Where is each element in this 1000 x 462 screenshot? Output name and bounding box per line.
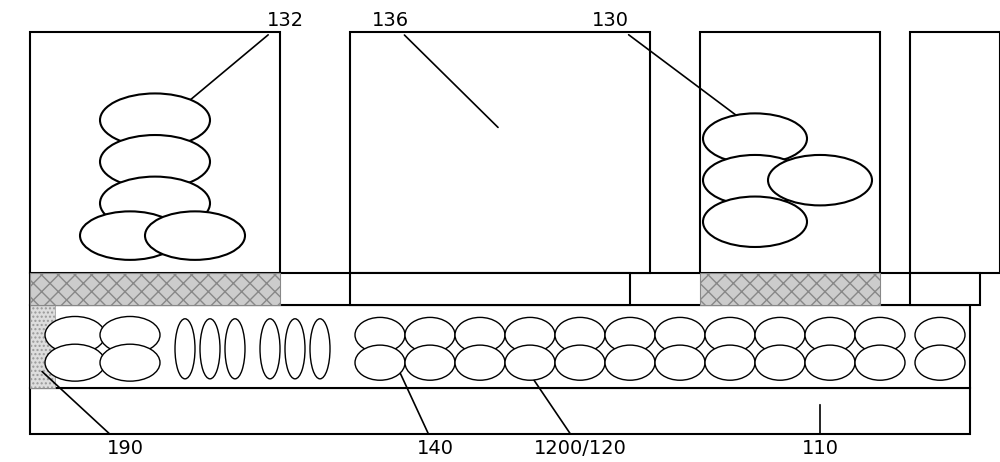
Ellipse shape	[455, 317, 505, 353]
Bar	[350, 273, 630, 305]
Bar	[30, 388, 970, 434]
Ellipse shape	[100, 176, 210, 230]
Ellipse shape	[915, 317, 965, 353]
Bar	[350, 32, 650, 273]
Ellipse shape	[915, 345, 965, 380]
Ellipse shape	[175, 319, 195, 379]
Ellipse shape	[455, 345, 505, 380]
Ellipse shape	[703, 113, 807, 164]
Text: 132: 132	[157, 11, 304, 128]
Ellipse shape	[605, 345, 655, 380]
Ellipse shape	[705, 317, 755, 353]
Ellipse shape	[703, 196, 807, 247]
Ellipse shape	[805, 317, 855, 353]
Bar	[30, 273, 280, 305]
Ellipse shape	[100, 93, 210, 147]
Ellipse shape	[260, 319, 280, 379]
Ellipse shape	[505, 317, 555, 353]
Ellipse shape	[755, 345, 805, 380]
Text: 190: 190	[42, 371, 144, 458]
Text: 110: 110	[802, 405, 838, 458]
Bar	[700, 273, 880, 305]
Ellipse shape	[768, 155, 872, 206]
Text: 136: 136	[371, 11, 498, 128]
Text: 140: 140	[391, 353, 454, 458]
Text: 1200/120: 1200/120	[532, 377, 626, 458]
Ellipse shape	[285, 319, 305, 379]
Ellipse shape	[355, 317, 405, 353]
Ellipse shape	[145, 212, 245, 260]
Ellipse shape	[705, 345, 755, 380]
Ellipse shape	[45, 344, 105, 381]
Ellipse shape	[45, 316, 105, 353]
Bar	[910, 32, 1000, 273]
Bar	[30, 273, 970, 305]
Ellipse shape	[310, 319, 330, 379]
Ellipse shape	[100, 316, 160, 353]
Ellipse shape	[80, 212, 180, 260]
Ellipse shape	[505, 345, 555, 380]
Ellipse shape	[100, 344, 160, 381]
Ellipse shape	[655, 345, 705, 380]
Ellipse shape	[355, 345, 405, 380]
Ellipse shape	[200, 319, 220, 379]
Text: 130: 130	[592, 11, 753, 128]
Ellipse shape	[755, 317, 805, 353]
Ellipse shape	[855, 345, 905, 380]
Bar	[30, 305, 55, 388]
Ellipse shape	[655, 317, 705, 353]
Ellipse shape	[225, 319, 245, 379]
Bar	[700, 32, 880, 273]
Ellipse shape	[100, 135, 210, 188]
Ellipse shape	[555, 345, 605, 380]
Bar	[30, 32, 280, 273]
Ellipse shape	[405, 317, 455, 353]
Ellipse shape	[605, 317, 655, 353]
Ellipse shape	[805, 345, 855, 380]
Ellipse shape	[855, 317, 905, 353]
Ellipse shape	[703, 155, 807, 206]
Ellipse shape	[555, 317, 605, 353]
Ellipse shape	[405, 345, 455, 380]
Bar	[910, 273, 980, 305]
Bar	[30, 305, 970, 388]
